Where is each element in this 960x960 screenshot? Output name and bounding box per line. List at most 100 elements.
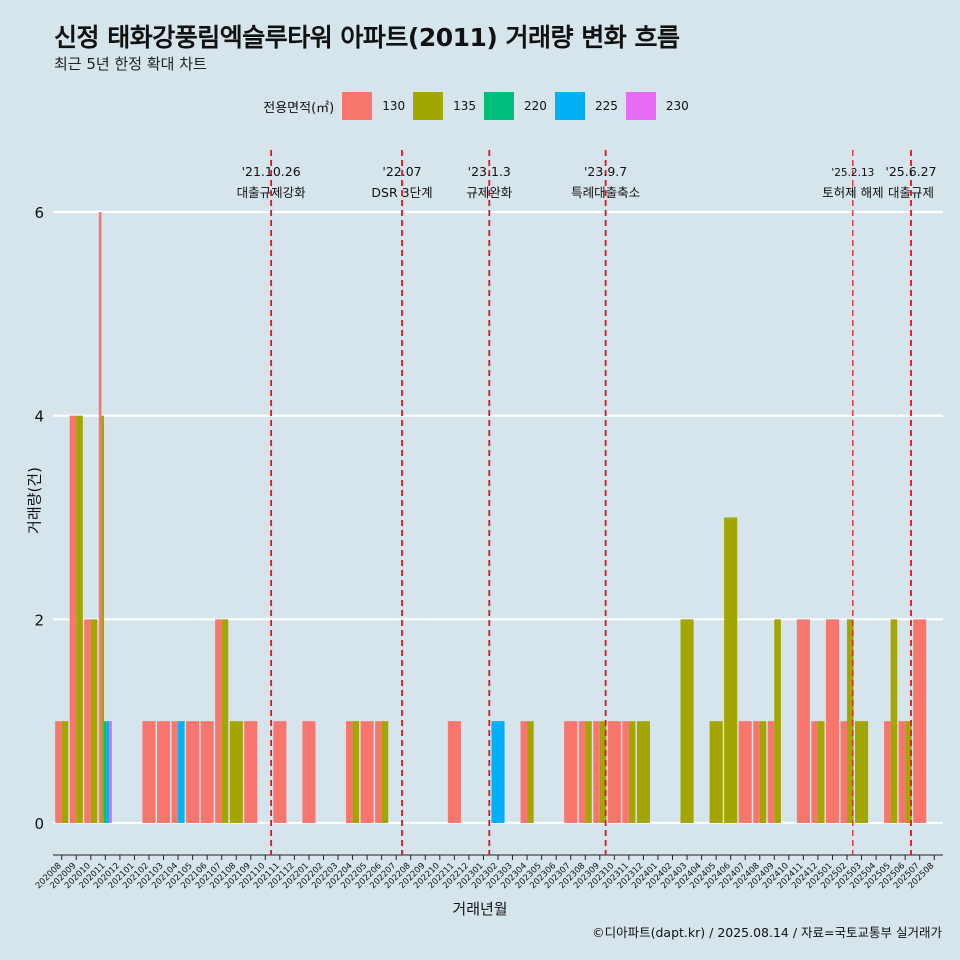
event-date: '23.1.3 xyxy=(468,164,511,179)
x-axis-label: 거래년월 xyxy=(452,900,508,918)
legend-item: 230 xyxy=(625,92,689,120)
bar-130 xyxy=(578,721,586,823)
event-label: 대출규제 xyxy=(888,185,934,200)
y-tick-label: 6 xyxy=(34,204,44,222)
legend-item: 220 xyxy=(484,92,547,120)
legend-swatch xyxy=(484,92,515,120)
bar-135 xyxy=(527,721,534,823)
bar-130 xyxy=(55,721,62,823)
bar-135 xyxy=(759,721,767,823)
event-label: 특례대출축소 xyxy=(571,185,640,200)
bar-130 xyxy=(215,619,222,823)
bar-135 xyxy=(381,721,389,823)
bar-130 xyxy=(244,721,258,823)
legend-item: 130 xyxy=(342,92,405,120)
legend-label: 220 xyxy=(524,99,547,113)
legend-label: 130 xyxy=(382,99,406,113)
legend-item: 225 xyxy=(554,92,618,120)
bar-130 xyxy=(200,721,214,823)
bar-130 xyxy=(375,721,382,823)
event-date: '22.07 xyxy=(382,164,421,179)
bar-135 xyxy=(680,619,694,823)
bar-130 xyxy=(520,721,528,823)
legend-label: 225 xyxy=(594,99,618,113)
y-tick-label: 0 xyxy=(34,815,44,833)
bar-130 xyxy=(767,721,775,823)
bar-230 xyxy=(109,721,112,823)
legend-swatch xyxy=(413,92,444,120)
bar-135 xyxy=(352,721,360,823)
bar-135 xyxy=(847,619,854,823)
bar-135 xyxy=(585,721,592,823)
legend-title: 전용면적(㎡) xyxy=(263,100,335,116)
bar-130 xyxy=(753,721,760,823)
bar-225 xyxy=(106,721,110,823)
bar-130 xyxy=(913,619,927,823)
y-tick-label: 4 xyxy=(34,408,44,426)
bar-135 xyxy=(229,721,243,823)
bar-135 xyxy=(90,619,98,823)
bar-130 xyxy=(346,721,353,823)
bar-135 xyxy=(61,721,69,823)
legend-item: 135 xyxy=(413,92,476,120)
bar-135 xyxy=(905,721,912,823)
bar-130 xyxy=(186,721,200,823)
bar-130 xyxy=(171,721,179,823)
bar-130 xyxy=(593,721,600,823)
bar-135 xyxy=(628,721,636,823)
bar-130 xyxy=(738,721,752,823)
bar-130 xyxy=(607,721,621,823)
chart-subtitle: 최근 5년 한정 확대 차트 xyxy=(54,55,207,73)
event-date: '25.2.13 xyxy=(831,167,874,179)
legend-swatch xyxy=(554,92,585,120)
legend: 전용면적(㎡) 130 135 220 225 230 xyxy=(0,92,960,120)
bar-135 xyxy=(855,721,869,823)
bar-130 xyxy=(564,721,578,823)
legend-label: 135 xyxy=(453,99,477,113)
bar-130 xyxy=(302,721,316,823)
event-date: '25.6.27 xyxy=(885,164,936,179)
legend-label: 230 xyxy=(665,99,689,113)
bar-130 xyxy=(273,721,287,823)
legend-swatch xyxy=(342,92,373,120)
bar-130 xyxy=(622,721,629,823)
bar-130 xyxy=(156,721,171,823)
bar-135 xyxy=(709,721,723,823)
bar-130 xyxy=(796,619,810,823)
event-date: '23.9.7 xyxy=(584,164,627,179)
bar-130 xyxy=(142,721,156,823)
event-date: '21.10.26 xyxy=(242,164,301,179)
bar-135 xyxy=(890,619,898,823)
event-label: 토허제 해제 xyxy=(822,185,883,200)
bar-135 xyxy=(724,517,738,823)
bar-130 xyxy=(98,212,102,823)
bar-135 xyxy=(636,721,650,823)
bar-225 xyxy=(178,721,185,823)
bar-135 xyxy=(599,721,607,823)
bar-130 xyxy=(825,619,840,823)
bar-130 xyxy=(360,721,374,823)
bar-130 xyxy=(840,721,848,823)
bar-130 xyxy=(69,415,77,823)
bar-135 xyxy=(817,721,825,823)
source-caption: ©디아파트(dapt.kr) / 2025.08.14 / 자료=국토교통부 실… xyxy=(592,925,942,940)
event-label: 규제완화 xyxy=(466,185,513,200)
legend-swatch xyxy=(625,92,656,120)
bar-135 xyxy=(76,415,83,823)
bar-135 xyxy=(774,619,781,823)
bar-130 xyxy=(884,721,891,823)
y-axis-label: 거래량(건) xyxy=(25,467,44,534)
bar-135 xyxy=(221,619,229,823)
bar-130 xyxy=(898,721,906,823)
bar-130 xyxy=(84,619,91,823)
bar-225 xyxy=(491,721,505,823)
event-label: 대출규제강화 xyxy=(237,185,307,200)
bar-220 xyxy=(104,721,107,823)
chart-title: 신정 태화강풍림엑슬루타워 아파트(2011) 거래량 변화 흐름 xyxy=(54,23,680,52)
event-label: DSR 3단계 xyxy=(371,185,432,200)
y-tick-label: 2 xyxy=(34,611,44,629)
bar-135 xyxy=(101,415,105,823)
bar-130 xyxy=(811,721,818,823)
bar-130 xyxy=(447,721,461,823)
